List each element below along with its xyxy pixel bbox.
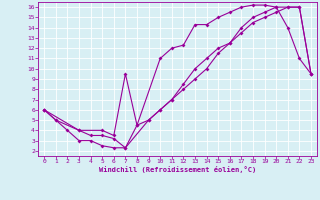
X-axis label: Windchill (Refroidissement éolien,°C): Windchill (Refroidissement éolien,°C) xyxy=(99,166,256,173)
